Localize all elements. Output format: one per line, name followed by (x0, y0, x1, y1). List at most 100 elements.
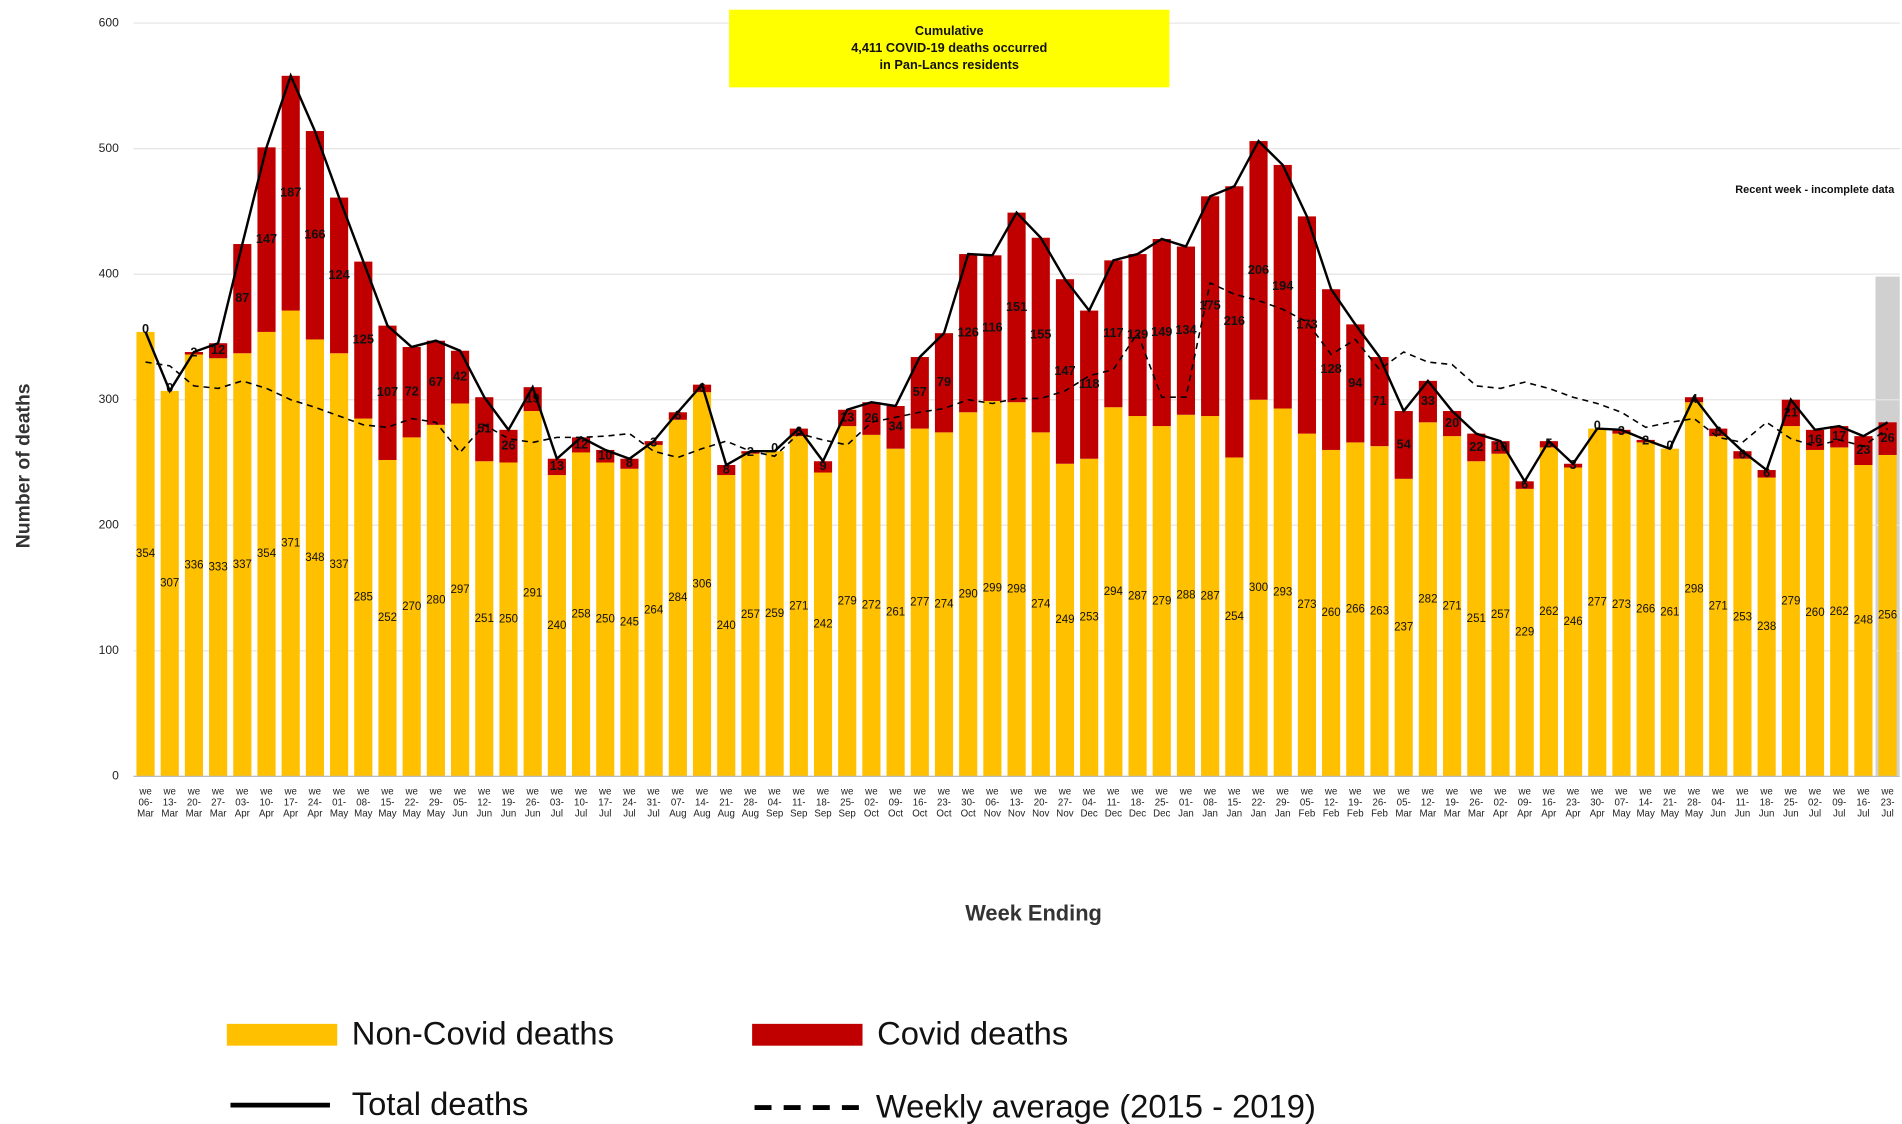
bar-segment (1104, 260, 1123, 408)
data-label: 294 (1104, 586, 1124, 598)
x-tick-label: we 27-Nov (1056, 786, 1074, 819)
data-label: 94 (1348, 375, 1362, 390)
data-label: 299 (983, 583, 1002, 595)
bar-segment (402, 346, 421, 438)
bar-segment (1636, 442, 1655, 777)
data-label: 175 (1200, 298, 1221, 313)
x-tick-label: we 27-Mar (209, 786, 227, 819)
bar-segment (281, 310, 300, 777)
data-label: 272 (862, 600, 881, 612)
data-label: 71 (1372, 393, 1386, 408)
x-tick-label: we 13-Nov (1007, 786, 1026, 819)
x-tick-label: we 26-Jun (524, 786, 541, 819)
bar-segment (838, 426, 857, 777)
bar-segment (305, 131, 324, 340)
bar-segment (1128, 416, 1147, 777)
x-tick-label: we 09-Jul (1832, 786, 1847, 819)
x-tick-label: we 04-Sep (765, 786, 784, 819)
x-tick-label: we 05-Jun (452, 786, 468, 819)
data-label: 248 (1854, 615, 1873, 627)
data-label: 274 (934, 598, 954, 610)
x-tick-label: we 10-Jul (574, 786, 589, 819)
data-label: 250 (596, 613, 615, 625)
data-label: 306 (692, 578, 711, 590)
bar-segment (1805, 449, 1825, 777)
data-label: 237 (1394, 622, 1413, 634)
data-label: 333 (209, 561, 228, 573)
bar-segment (1733, 451, 1752, 459)
data-label: 260 (1805, 607, 1824, 619)
bar-segment (668, 412, 687, 420)
bar-segment (1467, 433, 1486, 462)
bar-segment (1564, 463, 1583, 468)
data-label: 293 (1273, 586, 1292, 598)
bar-segment (1201, 416, 1220, 777)
x-tick-label: we 23-Jul (1880, 786, 1895, 819)
data-label: 264 (644, 605, 664, 617)
data-label: 298 (1007, 583, 1026, 595)
bar-segment (451, 403, 470, 777)
bar-segment (765, 451, 784, 777)
x-tick-label: we 23-Oct (936, 786, 952, 819)
bar-segment (1418, 380, 1437, 423)
data-label: 284 (668, 592, 688, 604)
bar-segment (1660, 448, 1679, 777)
bar-segment (1249, 399, 1268, 777)
x-tick-label: we 02-Apr (1492, 786, 1509, 819)
data-label: 261 (886, 607, 905, 619)
data-label: 0 (771, 440, 778, 455)
data-label: 257 (741, 609, 760, 621)
x-tick-label: we 11-Dec (1104, 786, 1122, 819)
annotation-line: 4,411 COVID-19 deaths occurred (851, 41, 1048, 56)
data-label: 6 (1763, 465, 1770, 480)
average-line (145, 281, 1889, 459)
x-tick-label: we 02-Oct (863, 786, 879, 819)
x-tick-label: we 01-May (329, 786, 349, 819)
data-label: 87 (235, 290, 249, 305)
data-label: 6 (1521, 476, 1528, 491)
y-tick-label: 100 (99, 643, 119, 657)
x-tick-label: we 24-Jul (622, 786, 637, 819)
data-label: 124 (328, 267, 349, 282)
data-label: 298 (1684, 583, 1703, 595)
data-label: 271 (1709, 600, 1728, 612)
bar-segment (692, 392, 712, 777)
data-label: 261 (1660, 607, 1679, 619)
data-label: 0 (166, 380, 173, 395)
bar-segment (717, 465, 736, 476)
bar-segment (983, 255, 1002, 401)
bar-segment (862, 434, 881, 777)
data-label: 262 (1539, 606, 1558, 618)
x-tick-label: we 05-Mar (1395, 786, 1413, 819)
legend-swatch (226, 1023, 338, 1046)
bar-segment (1878, 454, 1897, 777)
data-label: 287 (1128, 590, 1147, 602)
bar-segment (1297, 433, 1316, 777)
bar-segment (596, 462, 615, 777)
data-label: 34 (889, 419, 903, 434)
data-label: 125 (353, 331, 374, 346)
bar-segment (813, 472, 833, 777)
data-label: 6 (674, 407, 681, 422)
x-tick-label: we 17-Apr (283, 786, 299, 819)
bar-segment (1080, 458, 1099, 777)
bar-segment (1152, 239, 1171, 427)
bar-segment (1273, 408, 1292, 777)
data-label: 260 (1322, 607, 1341, 619)
bar-segment (1588, 428, 1607, 777)
bar-segment (1322, 449, 1341, 777)
bar-segment (475, 461, 494, 777)
data-label: 23 (1856, 442, 1870, 457)
bar-segment (354, 418, 373, 777)
data-label: 16 (1808, 431, 1822, 446)
bar-segment (1830, 426, 1849, 448)
y-tick-label: 300 (99, 392, 119, 406)
data-label: 8 (626, 455, 633, 470)
x-tick-label: we 09-Apr (1517, 786, 1533, 819)
y-tick-label: 200 (99, 517, 119, 531)
x-tick-label: we 16-Jul (1856, 786, 1871, 819)
bar-segment (523, 411, 542, 777)
data-label: 279 (1152, 595, 1171, 607)
data-label: 262 (1830, 606, 1849, 618)
x-tick-label: we 30-Apr (1589, 786, 1605, 819)
